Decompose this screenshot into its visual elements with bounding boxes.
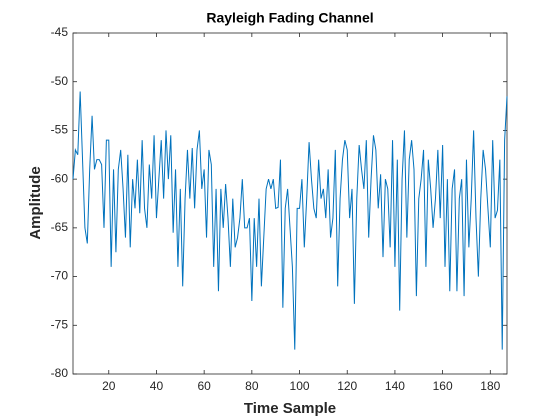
y-tick-label: -65: [51, 220, 69, 234]
y-tick-label: -45: [51, 25, 69, 39]
x-tick-label: 60: [197, 379, 211, 393]
y-tick-label: -75: [51, 317, 69, 331]
x-axis-label: Time Sample: [244, 400, 336, 417]
x-tick-label: 120: [337, 379, 357, 393]
x-tick-label: 180: [480, 379, 500, 393]
line-series: [72, 91, 508, 350]
x-tick-label: 80: [245, 379, 259, 393]
x-tick-label: 20: [102, 379, 116, 393]
chart-title: Rayleigh Fading Channel: [206, 10, 373, 26]
x-tick-label: 160: [433, 379, 453, 393]
x-tick-label: 100: [290, 379, 310, 393]
plot-box: [72, 32, 508, 375]
y-tick-label: -70: [51, 269, 69, 283]
y-axis-label: Amplitude: [27, 166, 44, 239]
y-tick-label: -80: [51, 366, 69, 380]
y-tick-label: -55: [51, 123, 69, 137]
y-tick-label: -60: [51, 171, 69, 185]
x-tick-label: 140: [385, 379, 405, 393]
y-tick-label: -50: [51, 74, 69, 88]
x-tick-label: 40: [150, 379, 164, 393]
